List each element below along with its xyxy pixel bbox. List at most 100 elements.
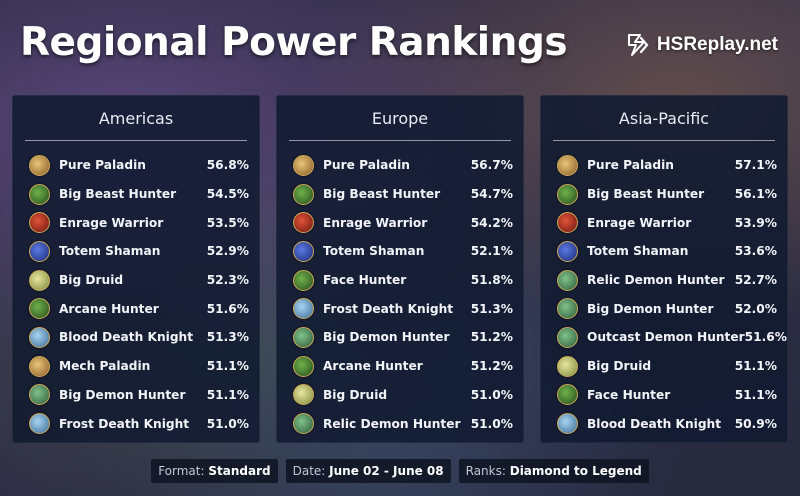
- deck-name: Big Druid: [59, 273, 124, 288]
- deck-row[interactable]: Big Demon Hunter 51.1%: [29, 381, 249, 410]
- warrior-icon: [29, 212, 50, 234]
- deck-row[interactable]: Big Demon Hunter 51.2%: [293, 323, 513, 352]
- region-title: Americas: [98, 108, 174, 128]
- deck-row[interactable]: Mech Paladin 51.1%: [29, 352, 249, 381]
- region-panel-americas: Americas Pure Paladin 56.8% Big Beast Hunt…: [12, 95, 260, 443]
- deck-winrate: 51.0%: [470, 416, 513, 431]
- paladin-icon: [29, 355, 50, 377]
- deck-row[interactable]: Arcane Hunter 51.6%: [29, 294, 249, 323]
- hunter-icon: [293, 355, 314, 377]
- deck-winrate: 52.3%: [206, 273, 249, 288]
- warrior-icon: [557, 212, 578, 234]
- deck-winrate: 56.7%: [470, 158, 513, 173]
- ranks-chip: Ranks: Diamond to Legend: [458, 459, 649, 483]
- deck-row[interactable]: Big Druid 51.1%: [557, 352, 777, 381]
- deck-row[interactable]: Face Hunter 51.1%: [557, 381, 777, 410]
- deck-winrate: 52.1%: [470, 244, 513, 259]
- paladin-icon: [29, 154, 50, 176]
- deck-winrate: 51.1%: [206, 387, 249, 402]
- deck-row[interactable]: Face Hunter 51.8%: [293, 266, 513, 295]
- deck-row[interactable]: Totem Shaman 52.9%: [29, 237, 249, 266]
- deck-name: Pure Paladin: [587, 158, 674, 173]
- date-chip: Date: June 02 - June 08: [285, 459, 451, 483]
- deck-row[interactable]: Arcane Hunter 51.2%: [293, 352, 513, 381]
- hunter-icon: [293, 183, 314, 205]
- deck-name: Blood Death Knight: [59, 330, 194, 345]
- region-panel-europe: Europe Pure Paladin 56.7% Big Beast Hunter…: [276, 95, 524, 443]
- deck-name: Enrage Warrior: [587, 215, 692, 230]
- deck-row[interactable]: Blood Death Knight 50.9%: [557, 409, 777, 438]
- deck-row[interactable]: Pure Paladin 56.8%: [29, 151, 249, 180]
- deck-row[interactable]: Enrage Warrior 53.9%: [557, 208, 777, 237]
- deck-name: Pure Paladin: [323, 158, 410, 173]
- deck-winrate: 51.0%: [470, 387, 513, 402]
- deck-name: Totem Shaman: [587, 244, 689, 259]
- deck-row[interactable]: Enrage Warrior 53.5%: [29, 208, 249, 237]
- paladin-icon: [557, 154, 578, 176]
- deck-winrate: 54.7%: [470, 187, 513, 202]
- death-knight-icon: [293, 298, 314, 320]
- deck-name: Relic Demon Hunter: [323, 416, 461, 431]
- deck-row[interactable]: Enrage Warrior 54.2%: [293, 208, 513, 237]
- deck-name: Totem Shaman: [323, 244, 425, 259]
- deck-row[interactable]: Pure Paladin 57.1%: [557, 151, 777, 180]
- deck-row[interactable]: Frost Death Knight 51.0%: [29, 409, 249, 438]
- deck-row[interactable]: Totem Shaman 53.6%: [557, 237, 777, 266]
- deck-name: Outcast Demon Hunter: [587, 330, 745, 345]
- deck-winrate: 52.0%: [734, 301, 777, 316]
- deck-name: Big Demon Hunter: [323, 330, 450, 345]
- deck-list: Pure Paladin 56.7% Big Beast Hunter 54.7% En…: [277, 141, 523, 438]
- deck-row[interactable]: Totem Shaman 52.1%: [293, 237, 513, 266]
- shaman-icon: [557, 240, 578, 262]
- hunter-icon: [29, 298, 50, 320]
- date-label: Date:: [292, 464, 326, 478]
- deck-row[interactable]: Big Druid 52.3%: [29, 266, 249, 295]
- deck-row[interactable]: Outcast Demon Hunter 51.6%: [557, 323, 787, 352]
- demon-hunter-icon: [29, 384, 50, 406]
- demon-hunter-icon: [557, 298, 578, 320]
- hunter-icon: [557, 183, 578, 205]
- deck-row[interactable]: Relic Demon Hunter 52.7%: [557, 266, 777, 295]
- deck-row[interactable]: Frost Death Knight 51.3%: [293, 294, 513, 323]
- deck-row[interactable]: Big Druid 51.0%: [293, 381, 513, 410]
- deck-row[interactable]: Big Beast Hunter 54.5%: [29, 180, 249, 209]
- region-divider: [25, 140, 247, 141]
- deck-row[interactable]: Big Beast Hunter 56.1%: [557, 180, 777, 209]
- region-title: Europe: [371, 108, 429, 128]
- deck-winrate: 51.1%: [206, 359, 249, 374]
- deck-name: Big Druid: [587, 359, 652, 374]
- deck-list: Pure Paladin 57.1% Big Beast Hunter 56.1% En…: [541, 141, 787, 438]
- deck-name: Totem Shaman: [59, 244, 161, 259]
- hunter-icon: [29, 183, 50, 205]
- page-title: Regional Power Rankings: [20, 20, 568, 65]
- deck-winrate: 53.5%: [206, 215, 249, 230]
- shaman-icon: [293, 240, 314, 262]
- death-knight-icon: [557, 413, 578, 435]
- deck-winrate: 51.8%: [470, 273, 513, 288]
- demon-hunter-icon: [557, 269, 578, 291]
- death-knight-icon: [29, 326, 50, 348]
- druid-icon: [557, 355, 578, 377]
- death-knight-icon: [29, 413, 50, 435]
- deck-winrate: 51.3%: [470, 301, 513, 316]
- deck-winrate: 51.6%: [206, 301, 249, 316]
- deck-winrate: 52.7%: [734, 273, 777, 288]
- deck-row[interactable]: Big Beast Hunter 54.7%: [293, 180, 513, 209]
- deck-name: Mech Paladin: [59, 359, 151, 374]
- format-label: Format:: [158, 464, 205, 478]
- hunter-icon: [293, 269, 314, 291]
- ranks-value: Diamond to Legend: [509, 464, 642, 478]
- deck-winrate: 52.9%: [206, 244, 249, 259]
- region-panel-asia-pacific: Asia-Pacific Pure Paladin 57.1% Big Beast …: [540, 95, 788, 443]
- deck-row[interactable]: Pure Paladin 56.7%: [293, 151, 513, 180]
- deck-name: Pure Paladin: [59, 158, 146, 173]
- filter-bar: Format: Standard Date: June 02 - June 08…: [0, 459, 800, 483]
- deck-row[interactable]: Relic Demon Hunter 51.0%: [293, 409, 513, 438]
- date-value: June 02 - June 08: [329, 464, 444, 478]
- deck-row[interactable]: Blood Death Knight 51.3%: [29, 323, 249, 352]
- druid-icon: [29, 269, 50, 291]
- deck-name: Face Hunter: [323, 273, 407, 288]
- deck-name: Big Demon Hunter: [587, 301, 714, 316]
- deck-row[interactable]: Big Demon Hunter 52.0%: [557, 294, 777, 323]
- brand-logo[interactable]: HSReplay.net: [626, 32, 778, 58]
